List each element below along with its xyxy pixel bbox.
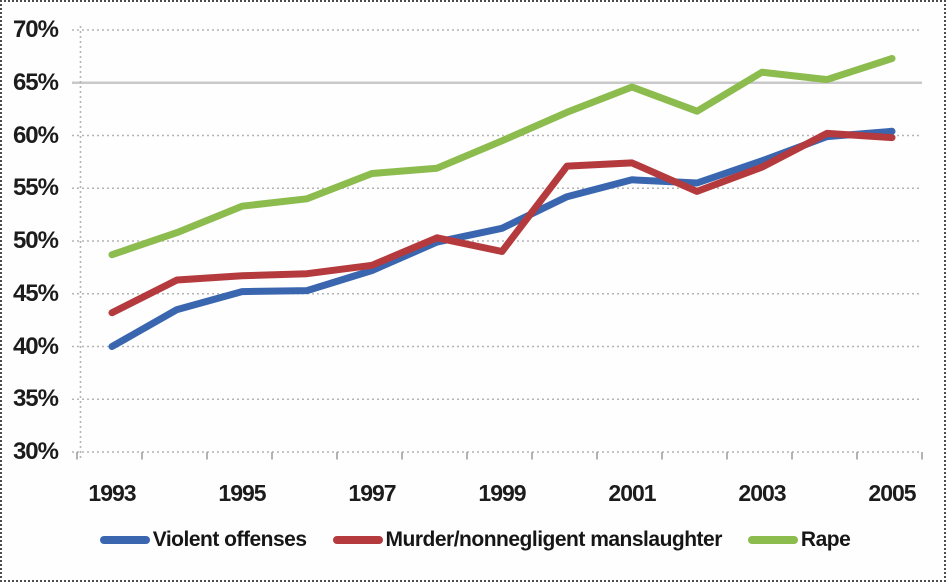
y-tick-label-40: 40% xyxy=(12,332,59,360)
y-tick-label-45: 45% xyxy=(12,279,59,307)
x-tick-label-1995: 1995 xyxy=(218,480,266,506)
y-tick-label-50: 50% xyxy=(12,227,59,254)
legend-label: Violent offenses xyxy=(152,528,307,551)
series-line-violent-offenses xyxy=(108,127,896,350)
x-tick-label-1997: 1997 xyxy=(348,480,396,506)
legend-marker-murder-nonnegligent-manslaughter xyxy=(332,536,383,544)
y-tick-label-60: 60% xyxy=(12,121,59,149)
legend-marker-rape xyxy=(747,536,798,544)
legend-item-violent-offenses: Violent offenses xyxy=(99,528,307,552)
y-tick-label-70: 70% xyxy=(12,16,59,43)
legend-label: Rape xyxy=(800,528,851,551)
y-tick-label-55: 55% xyxy=(12,174,59,202)
x-tick-label-1993: 1993 xyxy=(88,480,136,506)
legend: Violent offenses Murder/nonnegligent mans… xyxy=(2,522,944,558)
legend-label: Murder/nonnegligent manslaughter xyxy=(385,528,723,551)
legend-item-rape: Rape xyxy=(747,528,851,552)
x-tick-label-2005: 2005 xyxy=(868,480,916,506)
legend-item-murder-nonnegligent-manslaughter: Murder/nonnegligent manslaughter xyxy=(332,528,723,552)
y-tick-label-65: 65% xyxy=(12,68,59,96)
series-line-rape xyxy=(108,55,896,259)
x-tick-label-2003: 2003 xyxy=(738,480,786,506)
x-tick-label-2001: 2001 xyxy=(608,480,656,506)
x-tick-label-1999: 1999 xyxy=(478,480,526,506)
y-tick-label-35: 35% xyxy=(12,385,59,413)
legend-marker-violent-offenses xyxy=(99,536,150,544)
series-line-murder-nonnegligent-manslaughter xyxy=(108,129,896,317)
y-tick-label-30: 30% xyxy=(12,438,59,465)
